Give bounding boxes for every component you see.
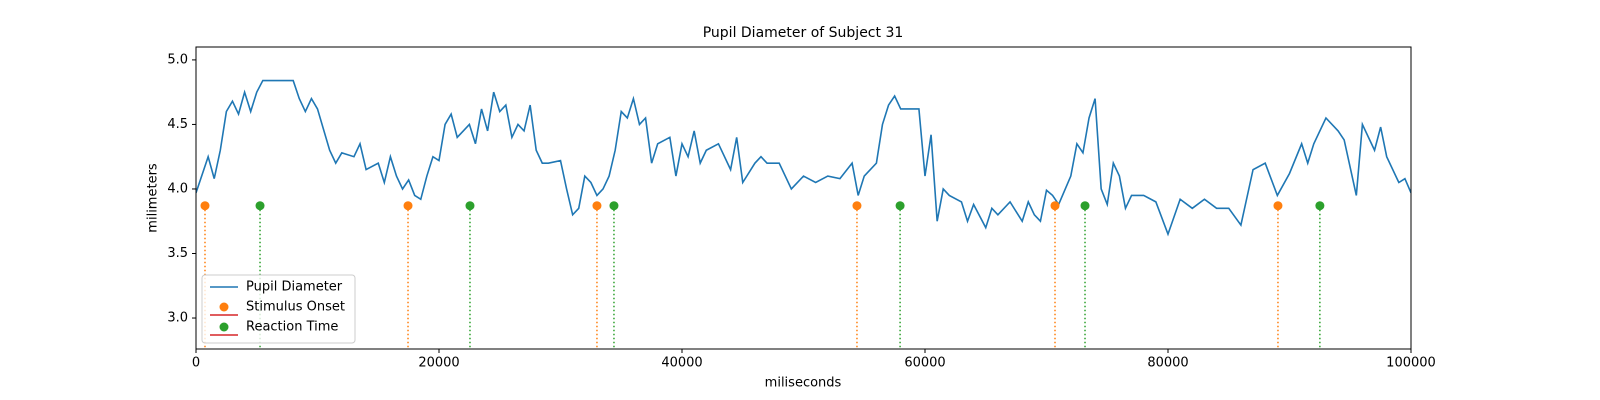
stem-marker [200,201,210,211]
stem-marker [403,201,413,211]
legend-label: Stimulus Onset [246,300,345,315]
y-tick-label: 4.0 [167,181,188,196]
chart-title: Pupil Diameter of Subject 31 [703,25,904,41]
stem-marker [465,201,475,211]
y-tick-label: 3.5 [167,246,188,261]
plot-area [196,79,1411,349]
x-tick-label: 0 [192,356,200,371]
x-axis-label: miliseconds [765,376,842,391]
stem-marker [255,201,265,211]
stem-marker [592,201,602,211]
legend: Pupil Diameter Stimulus Onset Reaction Tim… [201,274,356,344]
stem-marker [1273,201,1283,211]
y-axis-label: milimeters [146,163,161,233]
x-tick-label: 100000 [1386,356,1436,371]
stem-marker [895,201,905,211]
axes: 0 20000 40000 60000 80000 100000 3.0 3.5 4.0 4.5 5… [167,52,1436,370]
stem-marker [609,201,619,211]
legend-box [201,274,356,344]
legend-label: Pupil Diameter [246,280,343,295]
plot-frame [195,46,1412,350]
stem-marker [1080,201,1090,211]
x-tick-label: 60000 [904,356,945,371]
y-tick-label: 3.0 [167,311,188,326]
stem-marker [852,201,862,211]
legend-label: Reaction Time [246,320,338,335]
line-series [196,79,1411,237]
y-tick-label: 4.5 [167,117,188,132]
legend-swatch [219,322,229,332]
x-tick-label: 40000 [661,356,702,371]
legend-swatch [219,302,229,312]
y-tick-label: 5.0 [167,52,188,67]
stem-marker [1315,201,1325,211]
x-tick-label: 80000 [1147,356,1188,371]
stem-marker [1050,201,1060,211]
x-tick-label: 20000 [418,356,459,371]
